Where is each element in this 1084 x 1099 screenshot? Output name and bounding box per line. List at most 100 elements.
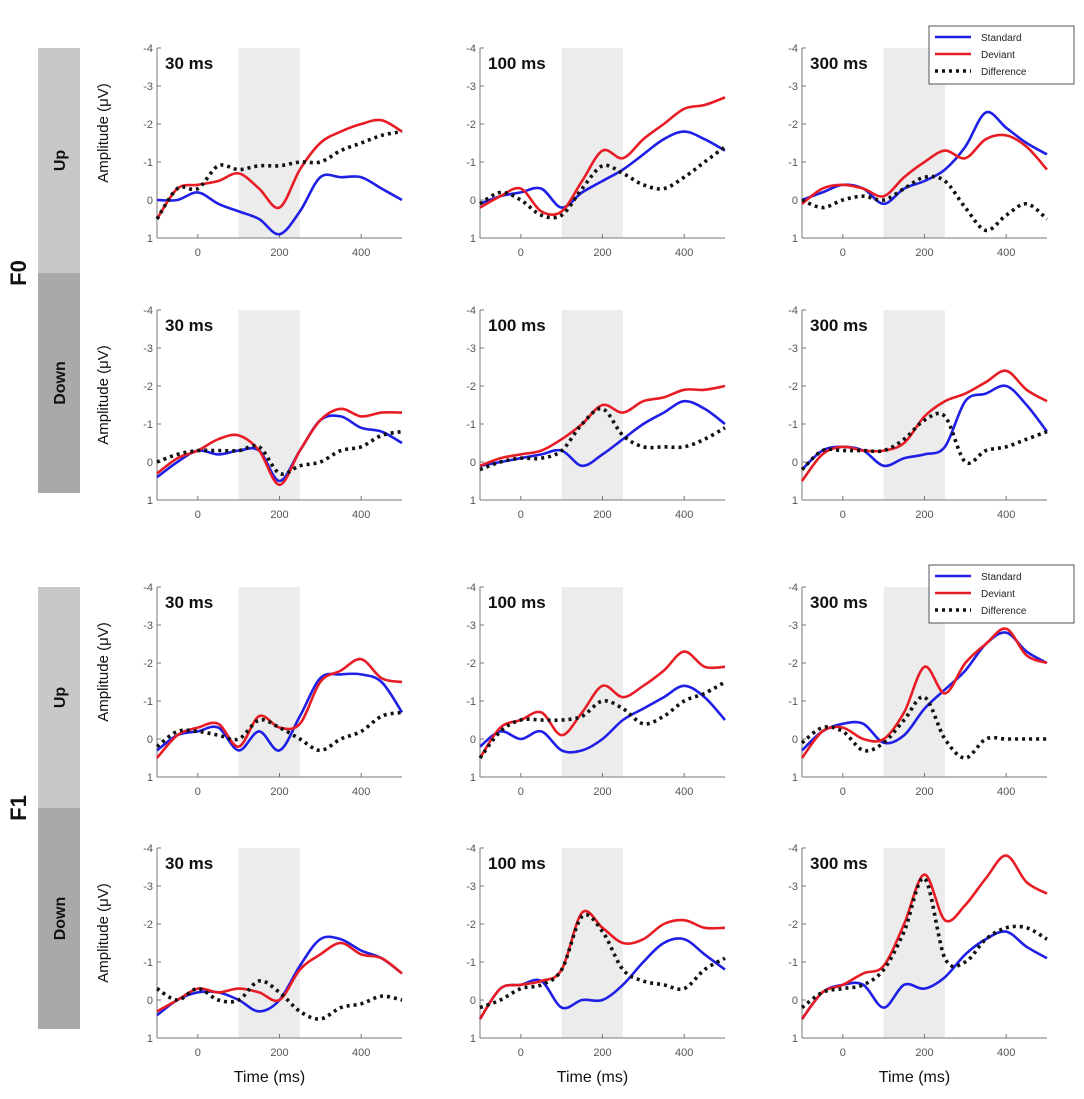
y-tick-label: -3 — [143, 881, 153, 893]
x-tick-label: 0 — [195, 1047, 201, 1059]
row-strip-f0-up — [38, 48, 80, 273]
y-tick-label: -4 — [143, 843, 153, 855]
x-axis-label: Time (ms) — [234, 1069, 305, 1086]
condition-label: 30 ms — [165, 593, 213, 612]
row-label: Up — [52, 687, 69, 709]
panel-f0-up-100ms: -4 -3 -2 -1 0 1 0 200 400 100 ms — [466, 43, 727, 259]
y-tick-label: 0 — [470, 195, 476, 207]
y-tick-label: -3 — [466, 620, 476, 632]
condition-label: 100 ms — [488, 854, 546, 873]
x-tick-label: 200 — [915, 509, 933, 521]
series-deviant — [156, 941, 403, 1013]
row-label: Down — [52, 897, 69, 941]
series-difference — [478, 680, 726, 760]
y-tick-label: -4 — [788, 843, 798, 855]
x-tick-label: 400 — [997, 1047, 1015, 1059]
series-deviant — [800, 854, 1048, 1020]
y-tick-label: -1 — [788, 157, 798, 169]
legend-label-standard: Standard — [981, 572, 1022, 583]
series-deviant — [800, 369, 1048, 482]
y-tick-label: -3 — [143, 343, 153, 355]
highlight-window — [238, 587, 300, 777]
highlight-window — [883, 848, 945, 1038]
y-tick-label: -4 — [466, 843, 476, 855]
y-tick-label: -3 — [788, 881, 798, 893]
legend: Standard Deviant Difference — [928, 25, 1075, 85]
series-deviant — [156, 657, 403, 759]
series-difference — [156, 979, 403, 1021]
y-tick-label: 0 — [792, 995, 798, 1007]
condition-label: 100 ms — [488, 316, 546, 335]
highlight-window — [883, 310, 945, 500]
x-tick-label: 0 — [195, 247, 201, 259]
x-tick-label: 200 — [915, 1047, 933, 1059]
x-tick-label: 400 — [352, 509, 370, 521]
panel-f1-down-30ms: -4 -3 -2 -1 0 1 0 200 400 30 ms Amplitude (μV) Time… — [95, 843, 403, 1086]
y-tick-label: -1 — [143, 957, 153, 969]
y-tick-label: 1 — [147, 772, 153, 784]
x-axis-label: Time (ms) — [879, 1069, 950, 1086]
x-tick-label: 200 — [915, 786, 933, 798]
y-tick-label: -1 — [143, 157, 153, 169]
series-difference — [156, 429, 403, 476]
x-tick-label: 200 — [915, 247, 933, 259]
series-standard — [156, 672, 404, 752]
condition-label: 30 ms — [165, 854, 213, 873]
series-deviant — [479, 96, 726, 217]
y-tick-label: 1 — [470, 1033, 476, 1045]
series-difference — [479, 145, 727, 220]
panel-f1-up-300ms: -4 -3 -2 -1 0 1 0 200 400 300 ms Standard Deviant Di… — [788, 564, 1075, 798]
group-label-f0: F0 — [6, 260, 31, 286]
condition-label: 100 ms — [488, 593, 546, 612]
y-tick-label: 0 — [792, 457, 798, 469]
x-tick-label: 0 — [840, 1047, 846, 1059]
x-tick-label: 400 — [675, 1047, 693, 1059]
condition-label: 300 ms — [810, 593, 868, 612]
x-tick-label: 0 — [840, 247, 846, 259]
y-tick-label: 1 — [792, 772, 798, 784]
x-tick-label: 400 — [352, 1047, 370, 1059]
y-tick-label: 1 — [470, 233, 476, 245]
y-tick-label: -3 — [788, 620, 798, 632]
y-tick-label: -4 — [143, 582, 153, 594]
series-difference — [479, 913, 726, 1010]
legend-label-difference: Difference — [981, 67, 1027, 78]
y-tick-label: 0 — [792, 734, 798, 746]
highlight-window — [561, 587, 623, 777]
y-tick-label: 0 — [792, 195, 798, 207]
series-standard — [156, 173, 403, 236]
x-tick-label: 200 — [593, 1047, 611, 1059]
x-axis-label: Time (ms) — [557, 1069, 628, 1086]
y-tick-label: -4 — [143, 305, 153, 317]
x-tick-label: 200 — [270, 786, 288, 798]
x-tick-label: 200 — [270, 1047, 288, 1059]
x-tick-label: 200 — [593, 786, 611, 798]
y-tick-label: 1 — [792, 233, 798, 245]
y-tick-label: -4 — [466, 582, 476, 594]
panel-f0-up-30ms: -4 -3 -2 -1 0 1 0 200 400 30 ms Amplitude (μV) — [95, 43, 403, 259]
y-tick-label: -3 — [143, 81, 153, 93]
highlight-window — [561, 310, 623, 500]
row-label: Down — [52, 361, 69, 405]
y-tick-label: 0 — [470, 734, 476, 746]
y-axis-label: Amplitude (μV) — [95, 622, 112, 722]
series-difference — [479, 406, 726, 472]
x-tick-label: 200 — [270, 509, 288, 521]
x-tick-label: 0 — [840, 786, 846, 798]
y-tick-label: 1 — [147, 1033, 153, 1045]
condition-label: 300 ms — [810, 54, 868, 73]
y-tick-label: -2 — [143, 658, 153, 670]
x-tick-label: 200 — [593, 509, 611, 521]
condition-label: 300 ms — [810, 316, 868, 335]
y-tick-label: -2 — [466, 919, 476, 931]
y-tick-label: -2 — [466, 658, 476, 670]
condition-label: 100 ms — [488, 54, 546, 73]
y-tick-label: -3 — [788, 343, 798, 355]
y-tick-label: -3 — [143, 620, 153, 632]
series-deviant — [478, 909, 726, 1020]
y-tick-label: -1 — [466, 957, 476, 969]
y-tick-label: 0 — [147, 195, 153, 207]
y-tick-label: 1 — [147, 495, 153, 507]
row-strip-f1-down — [38, 808, 80, 1029]
